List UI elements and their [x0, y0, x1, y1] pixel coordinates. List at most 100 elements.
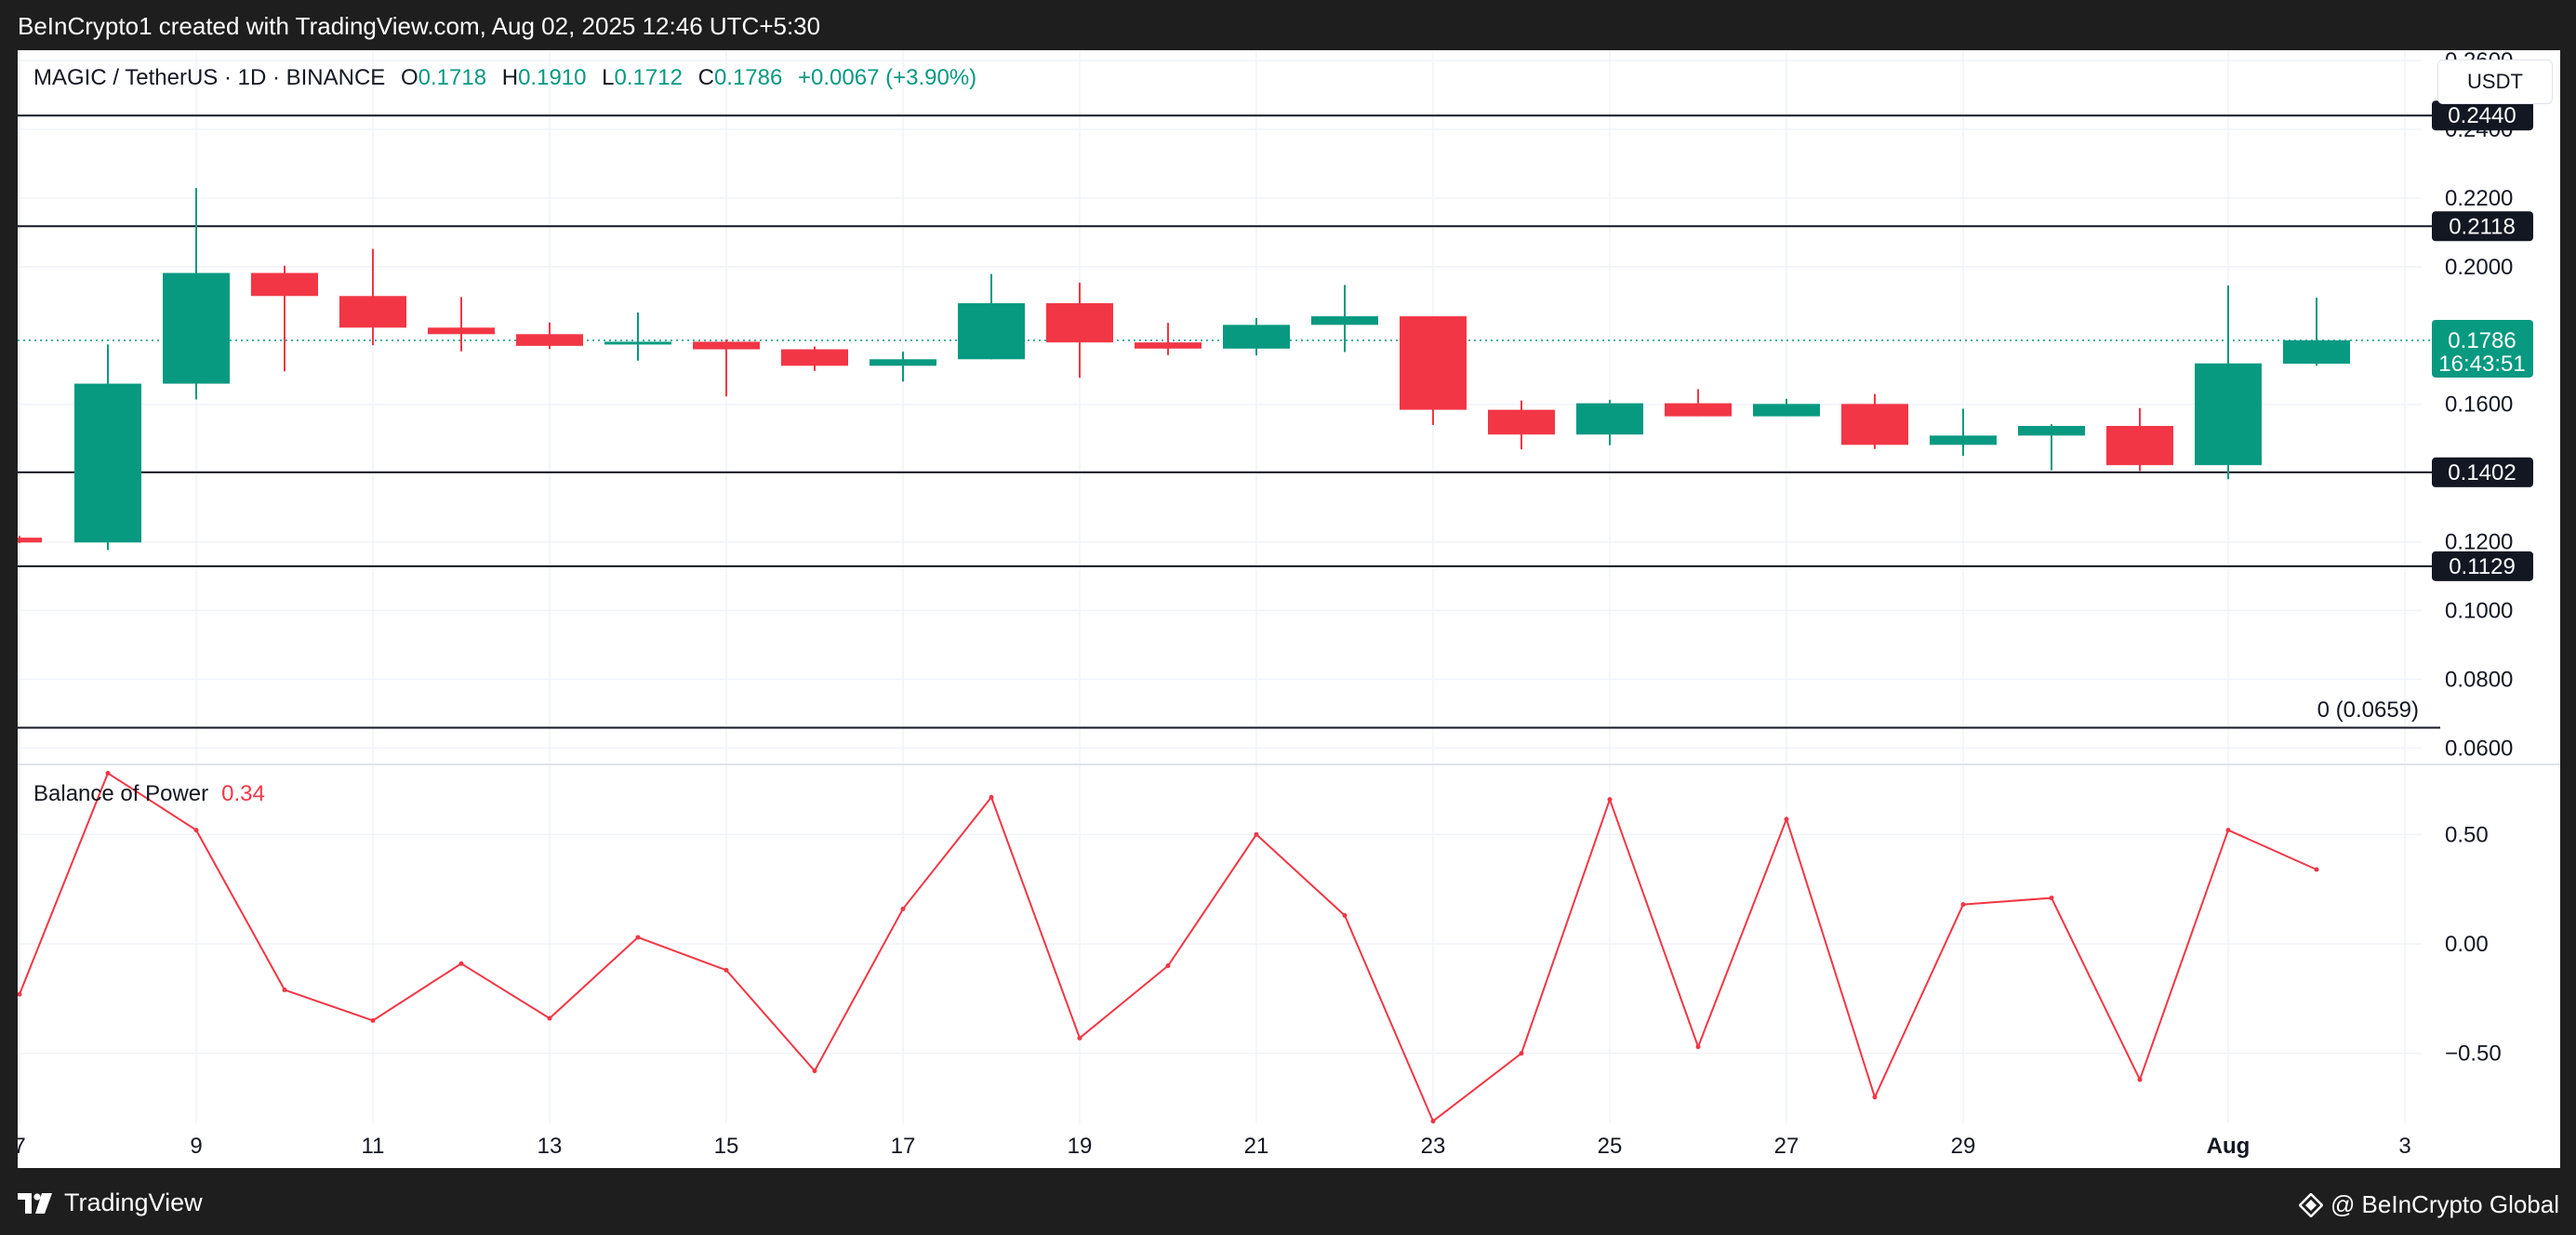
bop-point — [193, 828, 199, 833]
bottom-bar: TradingView @ BeInCrypto Global — [0, 1168, 2576, 1235]
bop-point — [989, 794, 994, 800]
indicator-legend: Balance of Power 0.34 — [33, 781, 265, 807]
top-bar: BeInCrypto1 created with TradingView.com… — [0, 0, 2576, 50]
candle-body — [1400, 316, 1467, 410]
bop-point — [1607, 797, 1613, 803]
attribution-text: BeInCrypto1 created with TradingView.com… — [18, 12, 821, 40]
horizontal-levels — [18, 114, 2440, 729]
low-value: 0.1712 — [614, 65, 683, 90]
beincrypto-logo-icon — [2298, 1192, 2323, 1217]
last-price-badge — [2432, 319, 2533, 378]
price-axis-label: 0.0800 — [2445, 667, 2513, 692]
level-badge-label: 0.1129 — [2449, 554, 2516, 579]
level-badge — [2432, 100, 2533, 131]
candle-body — [693, 341, 760, 350]
candle-body — [2106, 426, 2173, 466]
time-axis-label: 19 — [1068, 1134, 1093, 1159]
level-badge-label: 0.1402 — [2448, 460, 2516, 485]
bop-point — [105, 770, 111, 776]
candle-body — [2018, 426, 2085, 436]
candle-body — [1135, 342, 1202, 349]
candle-body — [18, 538, 42, 543]
time-axis-label: 11 — [362, 1134, 385, 1159]
brand-name: TradingView — [64, 1189, 203, 1216]
fib-level-label: 0 (0.0659) — [2317, 697, 2419, 723]
time-axis-label: 7 — [18, 1134, 26, 1159]
bop-point — [458, 961, 464, 966]
credit-text: @ BeInCrypto Global — [2330, 1190, 2559, 1218]
candle-body — [339, 296, 406, 328]
candle-body — [1311, 316, 1378, 325]
bop-axis-label: 0.00 — [2445, 932, 2489, 957]
bop-axis-label: −0.50 — [2445, 1042, 2502, 1067]
bop-point — [547, 1016, 552, 1021]
high-value: 0.1910 — [518, 65, 587, 90]
level-badge-label: 0.2118 — [2449, 214, 2516, 239]
price-axis-label: 0.1600 — [2445, 392, 2513, 418]
candle-body — [251, 272, 318, 297]
time-axis-label: 21 — [1244, 1134, 1269, 1159]
time-axis-label: 23 — [1421, 1134, 1446, 1159]
candle-body — [1841, 404, 1908, 445]
time-axis-label: 29 — [1951, 1134, 1976, 1159]
watermark-credit: @ BeInCrypto Global — [2298, 1190, 2559, 1219]
bop-point — [1872, 1095, 1878, 1100]
chart-panel[interactable]: 0.0600 0.0800 0.1000 0.1200 0.1600 0.2000 0.22… — [18, 50, 2560, 1168]
candle-body — [1488, 409, 1555, 435]
candle-body — [74, 383, 141, 543]
candle-body — [604, 341, 671, 345]
candles — [18, 188, 2350, 551]
candle-body — [870, 359, 936, 366]
time-axis-label: 25 — [1598, 1134, 1623, 1159]
bop-point — [900, 906, 906, 911]
time-axis-label: 15 — [714, 1134, 739, 1159]
level-badge — [2432, 457, 2533, 487]
change-value: +0.0067 (+3.90%) — [798, 65, 977, 90]
candle-body — [1046, 303, 1113, 343]
countdown-label: 16:43:51 — [2438, 352, 2525, 377]
candle-body — [1930, 435, 1997, 445]
open-value: 0.1718 — [418, 65, 487, 90]
candle-body — [781, 349, 848, 366]
chart-canvas[interactable]: 0.0600 0.0800 0.1000 0.1200 0.1600 0.2000 0.22… — [18, 50, 2560, 1168]
bop-point — [1430, 1119, 1436, 1124]
candle-body — [428, 327, 495, 335]
bop-point — [18, 991, 22, 997]
bop-point — [282, 987, 287, 992]
time-axis-label: 27 — [1774, 1134, 1799, 1159]
tradingview-logo[interactable]: TradingView — [18, 1189, 203, 1217]
candle-body — [1665, 403, 1732, 417]
bop-point — [1165, 963, 1171, 969]
currency-unit-button[interactable]: USDT — [2437, 60, 2553, 104]
symbol-legend: MAGIC / TetherUS · 1D · BINANCE O0.1718 … — [33, 65, 976, 91]
bop-point — [1519, 1051, 1524, 1056]
bop-point — [2049, 896, 2054, 901]
close-label: C — [697, 65, 714, 90]
time-axis-label: 17 — [891, 1134, 916, 1159]
bop-point — [724, 967, 729, 973]
price-axis-label: 0.2200 — [2445, 186, 2513, 211]
candle-body — [2283, 339, 2350, 365]
bop-point — [1960, 902, 1966, 908]
indicator-name[interactable]: Balance of Power — [33, 781, 209, 806]
price-axis-label: 0.1000 — [2445, 599, 2513, 624]
high-label: H — [501, 65, 519, 90]
candle-body — [1576, 403, 1643, 435]
time-axis[interactable]: 7 9 11 13 15 17 19 21 23 25 27 29 Aug 3 — [18, 1134, 2411, 1159]
bop-point — [1695, 1044, 1701, 1050]
bop-point — [370, 1017, 376, 1023]
bop-axis-label: 0.50 — [2445, 822, 2489, 847]
price-axis-label: 0.2000 — [2445, 255, 2513, 280]
bop-point — [812, 1069, 817, 1074]
time-axis-label: 9 — [190, 1134, 202, 1159]
tradingview-logo-icon — [18, 1192, 52, 1214]
symbol-name[interactable]: MAGIC / TetherUS · 1D · BINANCE — [33, 65, 386, 90]
last-price-label: 0.1786 — [2448, 328, 2516, 353]
bop-point — [2137, 1077, 2143, 1082]
price-axis-label: 0.1200 — [2445, 530, 2513, 555]
level-badge — [2432, 211, 2533, 242]
candle-body — [1753, 404, 1820, 417]
bop-point — [1254, 831, 1259, 837]
candle-body — [2195, 363, 2262, 466]
